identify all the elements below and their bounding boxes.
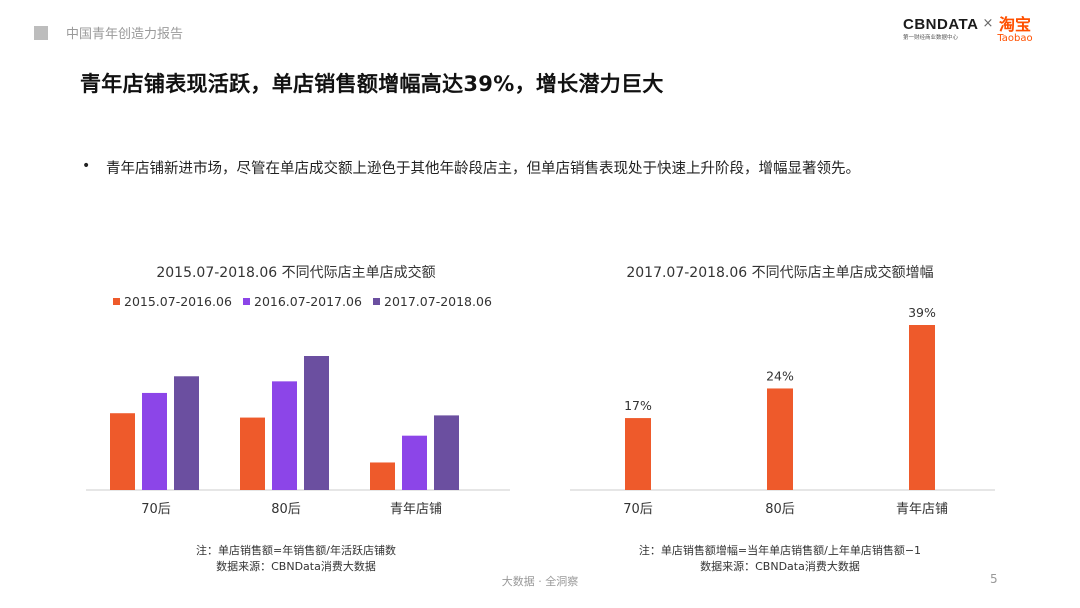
chart2-xtick-label: 80后: [765, 502, 795, 517]
chart2-title: 2017.07-2018.06 不同代际店主单店成交额增幅: [626, 265, 934, 281]
logo-taobao-en: Taobao: [997, 33, 1033, 44]
chart2-bar-2: [767, 388, 793, 490]
chart2-data-label: 24%: [766, 368, 794, 383]
chart1-xtick-label: 青年店铺: [390, 502, 442, 517]
bullet-icon: •: [82, 158, 91, 174]
logo-taobao-cn: 淘宝: [998, 15, 1031, 34]
chart2-xtick-label: 青年店铺: [896, 502, 948, 517]
logo-cbndata-sub: 第一财经商业数据中心: [903, 35, 959, 41]
chart1-bar-1-2: [142, 392, 167, 490]
chart2-note-line-2: 数据来源：CBNData消费大数据: [700, 560, 860, 573]
chart1-bar-3-3: [434, 415, 459, 490]
chart1-bar-2-1: [240, 417, 265, 490]
bullet-text: 青年店铺新进市场，尽管在单店成交额上逊色于其他年龄段店主，但单店销售表现处于快速…: [106, 161, 860, 177]
legend-label: 2016.07-2017.06: [254, 294, 362, 309]
legend-swatch: [243, 298, 250, 305]
chart1-legend-item-3: 2017.07-2018.06: [373, 294, 492, 309]
page-number: 5: [990, 572, 998, 586]
chart1-note-line-2: 数据来源：CBNData消费大数据: [216, 560, 376, 573]
chart1-legend-item-1: 2015.07-2016.06: [113, 294, 232, 309]
chart1-bar-3-1: [370, 462, 395, 490]
chart2-data-label: 17%: [624, 398, 652, 413]
chart2-note-line-1: 注：单店销售额增幅=当年单店销售额/上年单店销售额−1: [638, 544, 922, 557]
chart2-data-label: 39%: [908, 305, 936, 320]
legend-label: 2017.07-2018.06: [384, 294, 492, 309]
legend-swatch: [373, 298, 380, 305]
legend-label: 2015.07-2016.06: [124, 294, 232, 309]
chart1-note-line-1: 注：单店销售额=年销售额/年活跃店铺数: [196, 544, 396, 557]
chart2-bar-3: [909, 325, 935, 490]
chart1-title: 2015.07-2018.06 不同代际店主单店成交额: [156, 265, 436, 281]
chart1-bar-2-2: [272, 381, 297, 490]
chart1-xtick-label: 70后: [141, 502, 171, 517]
brand-logo: CBNDATA 第一财经商业数据中心 × 淘宝 Taobao: [903, 16, 1053, 52]
chart2-xtick-label: 70后: [623, 502, 653, 517]
chart1-bar-1-3: [174, 376, 199, 490]
logo-cbndata: CBNDATA: [903, 16, 979, 33]
header-square-icon: [34, 26, 48, 40]
footer-text: 大数据 · 全洞察: [501, 575, 579, 588]
chart2-note: 注：单店销售额增幅=当年单店销售额/上年单店销售额−1 数据来源：CBNData…: [570, 543, 990, 575]
slide-title: 青年店铺表现活跃，单店销售额增幅高达39%，增长潜力巨大: [80, 72, 664, 96]
chart1-legend-item-2: 2016.07-2017.06: [243, 294, 362, 309]
chart1-bar-2-3: [304, 356, 329, 490]
chart1-note: 注：单店销售额=年销售额/年活跃店铺数 数据来源：CBNData消费大数据: [86, 543, 506, 575]
chart1-xtick-label: 80后: [271, 502, 301, 517]
chart1-bar-3-2: [402, 435, 427, 490]
legend-swatch: [113, 298, 120, 305]
chart1-bar-1-1: [110, 413, 135, 490]
logo-times: ×: [982, 16, 994, 31]
report-title: 中国青年创造力报告: [66, 27, 184, 42]
chart2-bar-1: [625, 418, 651, 490]
